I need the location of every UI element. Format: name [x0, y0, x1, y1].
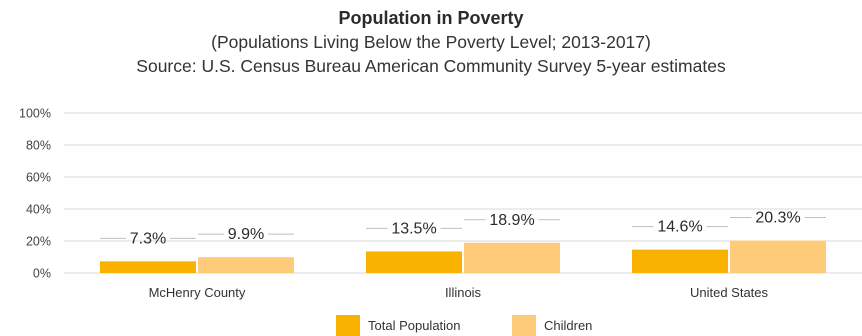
- data-label: 20.3%: [755, 210, 800, 227]
- legend-label: Children: [544, 318, 592, 333]
- bar: [632, 249, 728, 273]
- title-block: Population in Poverty (Populations Livin…: [0, 6, 862, 78]
- data-label: 18.9%: [489, 212, 534, 229]
- y-tick-label: 80%: [26, 139, 51, 153]
- bar: [730, 240, 826, 273]
- bar: [366, 251, 462, 273]
- chart-subtitle-1: (Populations Living Below the Poverty Le…: [211, 32, 651, 52]
- bar: [198, 257, 294, 273]
- chart-title: Population in Poverty: [338, 8, 524, 28]
- y-tick-label: 0%: [33, 267, 51, 281]
- legend-swatch: [336, 315, 360, 336]
- legend-swatch: [512, 315, 536, 336]
- y-tick-label: 60%: [26, 171, 51, 185]
- legend-label: Total Population: [368, 318, 461, 333]
- category-label: McHenry County: [149, 285, 246, 300]
- data-label: 14.6%: [657, 219, 702, 236]
- category-label: Illinois: [445, 285, 482, 300]
- data-label: 7.3%: [130, 230, 166, 247]
- y-tick-label: 20%: [26, 235, 51, 249]
- category-label: United States: [690, 285, 769, 300]
- y-tick-label: 40%: [26, 203, 51, 217]
- bar: [100, 261, 196, 273]
- chart-subtitle-2: Source: U.S. Census Bureau American Comm…: [136, 56, 726, 76]
- data-label: 13.5%: [391, 220, 436, 237]
- data-label: 9.9%: [228, 226, 264, 243]
- bar: [464, 242, 560, 273]
- y-tick-label: 100%: [19, 107, 51, 121]
